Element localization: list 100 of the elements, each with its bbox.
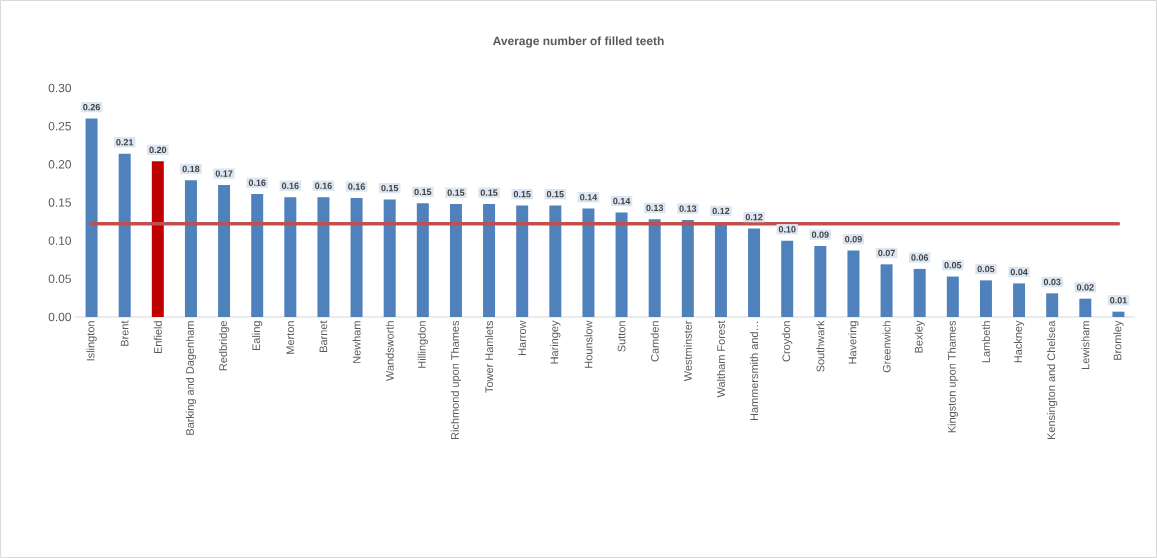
bar — [549, 205, 562, 317]
x-tick-label: Greenwich — [882, 321, 891, 373]
data-label: 0.05 — [944, 261, 962, 269]
x-tick-label: Southwark — [816, 320, 825, 372]
x-tick-label: Merton — [286, 321, 295, 354]
x-tick-label: Islington — [86, 321, 97, 361]
bar — [284, 197, 297, 317]
bar — [184, 180, 197, 317]
data-label: 0.15 — [480, 189, 498, 196]
bar — [483, 204, 496, 317]
y-tick-label: 0.00 — [48, 312, 72, 322]
data-label: 0.07 — [878, 249, 895, 257]
x-tick-label: Croydon — [782, 321, 793, 362]
data-label: 0.04 — [1010, 268, 1028, 276]
data-label: 0.01 — [1110, 297, 1127, 304]
data-label: 0.03 — [1043, 278, 1061, 286]
x-tick-label: Harrow — [518, 320, 527, 355]
x-tick-label: Bromley — [1113, 320, 1124, 360]
x-tick-label: Sutton — [617, 321, 626, 352]
bar — [383, 199, 396, 317]
x-tick-label: Hounslow — [584, 320, 593, 368]
bar — [979, 280, 992, 317]
data-label: 0.18 — [182, 165, 200, 173]
x-tick-label: Ealing — [252, 321, 263, 351]
data-label: 0.20 — [149, 146, 167, 154]
bar — [913, 268, 926, 317]
x-tick-label: Kingston upon Thames — [947, 320, 958, 433]
y-tick-label: 0.30 — [48, 83, 72, 93]
bar — [814, 246, 827, 317]
data-label: 0.15 — [546, 191, 564, 198]
data-label: 0.26 — [83, 103, 100, 111]
bar — [582, 208, 595, 317]
y-tick-label: 0.10 — [48, 236, 72, 245]
x-tick-label: Camden — [650, 321, 659, 362]
bar — [615, 212, 628, 317]
data-label: 0.14 — [613, 197, 631, 205]
data-label: 0.09 — [811, 231, 829, 238]
y-tick-label: 0.25 — [48, 121, 71, 131]
data-label: 0.09 — [845, 236, 862, 243]
chart-title: Average number of filled teeth — [493, 36, 664, 48]
x-tick-label: Enfield — [153, 321, 162, 354]
data-label: 0.15 — [513, 191, 531, 198]
data-label: 0.16 — [248, 179, 266, 186]
x-tick-label: Wandsworth — [385, 321, 394, 381]
data-label: 0.16 — [348, 183, 365, 190]
bar — [847, 250, 860, 317]
x-tick-label: Hillingdon — [417, 321, 428, 368]
data-label: 0.15 — [381, 184, 399, 192]
bar — [350, 197, 363, 317]
bar — [317, 197, 330, 317]
bar — [748, 228, 761, 317]
data-label: 0.15 — [447, 189, 465, 196]
x-tick-label: Lewisham — [1081, 321, 1090, 369]
data-label: 0.16 — [281, 182, 299, 189]
y-tick-label: 0.05 — [48, 274, 71, 284]
bar — [151, 161, 164, 317]
x-tick-label: Havering — [848, 321, 859, 364]
bar — [946, 276, 959, 317]
x-tick-label: Kensington and Chelsea — [1047, 320, 1058, 440]
bar — [1112, 311, 1125, 317]
x-tick-label: Hammersmith and… — [750, 322, 759, 421]
data-label: 0.10 — [778, 226, 796, 233]
data-label: 0.06 — [911, 254, 929, 261]
bar — [449, 204, 462, 317]
x-tick-label: Richmond upon Thames — [450, 320, 462, 440]
x-tick-label: Tower Hamlets — [485, 320, 494, 393]
data-label: 0.15 — [414, 188, 432, 196]
bar — [118, 153, 131, 317]
x-tick-label: Barnet — [319, 320, 328, 352]
bar — [251, 194, 264, 317]
data-label: 0.14 — [580, 194, 598, 201]
data-label: 0.12 — [745, 213, 763, 221]
data-label: 0.12 — [712, 207, 730, 215]
x-tick-label: Haringey — [550, 320, 561, 364]
bar — [85, 118, 98, 317]
x-tick-label: Westminster — [683, 320, 692, 382]
data-label: 0.16 — [315, 182, 332, 189]
y-tick-label: 0.15 — [48, 198, 71, 207]
x-tick-label: Redbridge — [218, 321, 230, 371]
y-tick-label: 0.20 — [48, 160, 72, 169]
bar — [416, 203, 429, 317]
x-tick-label: Newham — [352, 321, 361, 363]
x-tick-label: Bexley — [914, 320, 925, 353]
bar — [1046, 293, 1059, 317]
bar — [218, 184, 231, 317]
data-label: 0.02 — [1076, 284, 1094, 291]
x-tick-label: Waltham Forest — [716, 320, 725, 398]
x-tick-label: Barking and Dagenham — [185, 321, 197, 435]
x-tick-label: Hackney — [1013, 320, 1025, 363]
bar — [1079, 298, 1092, 317]
bar — [681, 220, 694, 317]
data-label: 0.17 — [215, 170, 233, 177]
data-label: 0.13 — [646, 204, 664, 212]
x-tick-label: Lambeth — [981, 321, 990, 363]
data-label: 0.05 — [977, 265, 995, 273]
bar — [781, 240, 794, 317]
bar — [880, 264, 893, 317]
data-label: 0.21 — [116, 139, 134, 146]
x-tick-label: Brent — [120, 320, 129, 346]
bar — [516, 205, 529, 317]
